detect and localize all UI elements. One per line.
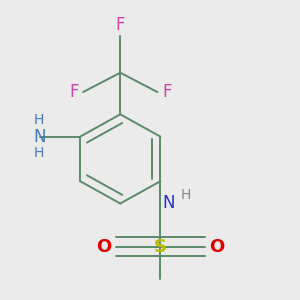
Text: F: F (116, 16, 125, 34)
Text: H: H (33, 113, 44, 127)
Text: H: H (33, 146, 44, 160)
Text: F: F (69, 83, 79, 101)
Text: N: N (34, 128, 46, 146)
Text: O: O (96, 238, 111, 256)
Text: H: H (181, 188, 191, 202)
Text: F: F (162, 83, 171, 101)
Text: N: N (162, 194, 174, 212)
Text: S: S (154, 238, 167, 256)
Text: O: O (209, 238, 225, 256)
